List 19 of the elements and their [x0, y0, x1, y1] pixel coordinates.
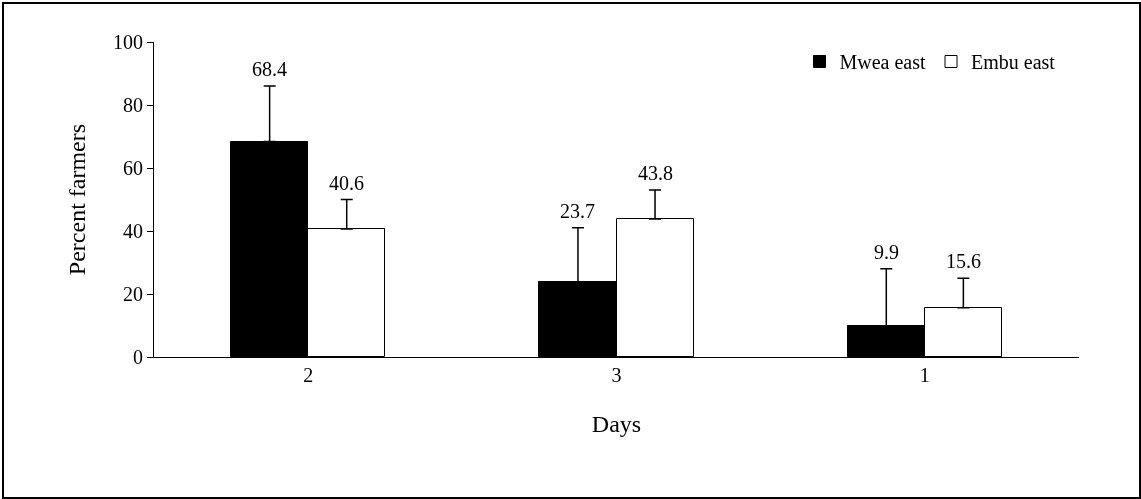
x-axis-title: Days — [591, 411, 642, 438]
y-tick-label: 80 — [123, 94, 143, 116]
data-label: 23.7 — [560, 200, 595, 222]
x-tick-label: 2 — [303, 364, 314, 386]
y-tick-label: 60 — [123, 157, 143, 179]
x-tick-label: 1 — [919, 364, 930, 386]
data-label: 40.6 — [329, 172, 364, 194]
y-tick-label: 100 — [113, 31, 143, 53]
data-label: 15.6 — [946, 250, 981, 272]
data-label: 68.4 — [252, 58, 287, 80]
x-tick-label: 3 — [611, 364, 622, 386]
y-tick-label: 0 — [133, 346, 143, 368]
legend-label: Embu east — [971, 51, 1056, 74]
y-tick-label: 20 — [123, 283, 143, 305]
data-label: 9.9 — [874, 241, 899, 263]
legend-label: Mwea east — [839, 51, 927, 74]
y-axis-title: Percent farmers — [64, 123, 91, 276]
data-label: 43.8 — [638, 162, 673, 184]
y-tick-label: 40 — [123, 220, 143, 242]
